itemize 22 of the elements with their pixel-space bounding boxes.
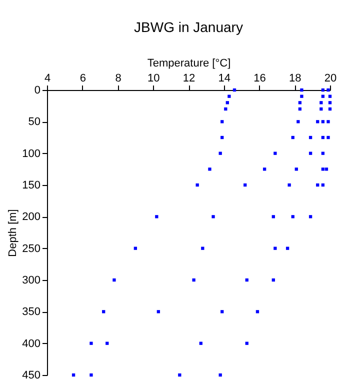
y-tick-label: 300 xyxy=(22,274,40,286)
y-tick-label: 50 xyxy=(28,116,40,128)
y-tick-label: 0 xyxy=(34,84,40,96)
y-tick-label: 100 xyxy=(22,148,40,160)
x-tick-label: 12 xyxy=(182,72,196,84)
x-tick-label: 18 xyxy=(289,72,302,84)
y-axis-title: Depth [m] xyxy=(7,209,20,257)
x-axis-title: Temperature [°C] xyxy=(147,58,231,70)
y-tick-label: 350 xyxy=(22,306,40,318)
x-tick-label: 14 xyxy=(218,72,230,84)
y-tick-label: 200 xyxy=(22,211,40,224)
y-tick-label: 150 xyxy=(22,180,40,192)
x-tick-label: 6 xyxy=(80,72,86,84)
chart-title: JBWG in January xyxy=(134,19,243,35)
x-tick-label: 4 xyxy=(44,72,51,84)
x-tick-label: 10 xyxy=(148,72,160,84)
y-tick-label: 250 xyxy=(22,242,40,255)
x-tick-label: 16 xyxy=(254,72,266,84)
y-tick-label: 450 xyxy=(22,370,40,382)
x-tick-label: 20 xyxy=(324,72,337,84)
x-tick-label: 8 xyxy=(115,72,122,84)
y-tick-label: 400 xyxy=(22,338,40,350)
